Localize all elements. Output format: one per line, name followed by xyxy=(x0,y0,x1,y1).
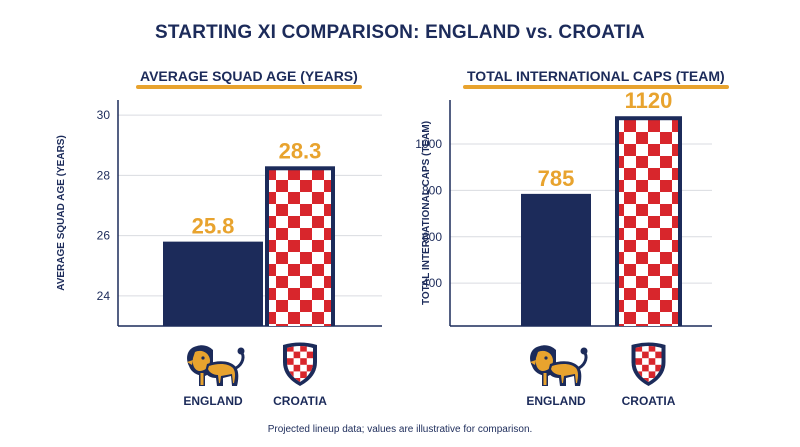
lion-face xyxy=(192,350,210,371)
shield-cell xyxy=(300,346,307,352)
shield-cell xyxy=(293,351,301,359)
shield-cell xyxy=(655,364,662,372)
y-tick-label: 24 xyxy=(97,289,111,303)
shield-cell xyxy=(287,346,294,352)
bar-england xyxy=(521,193,591,326)
panel-title-age-text: AVERAGE SQUAD AGE (YEARS) xyxy=(140,68,358,84)
shield-cell xyxy=(642,351,649,359)
shield-cell xyxy=(648,371,656,378)
lion-body xyxy=(208,363,235,383)
bar-england xyxy=(163,241,263,326)
panel-title-caps: TOTAL INTERNATIONAL CAPS (TEAM) xyxy=(463,68,729,89)
lion-icon xyxy=(530,345,588,386)
shield-cell xyxy=(648,358,656,365)
y-axis-label: AVERAGE SQUAD AGE (YEARS) xyxy=(56,135,67,291)
shield-cell xyxy=(655,351,662,359)
chart-panel-0: 24 26 28 30 AVERAGE SQUAD AGE (YEARS) 25.8 ENG… xyxy=(56,100,382,408)
y-tick-label: 30 xyxy=(97,108,111,122)
x-category-label: CROATIA xyxy=(273,394,327,408)
y-tick-label: 26 xyxy=(97,229,111,243)
lion-leg-inner xyxy=(543,373,547,385)
panel-title-caps-underline xyxy=(463,85,729,89)
shield-cell xyxy=(306,351,313,359)
panel-title-caps-text: TOTAL INTERNATIONAL CAPS (TEAM) xyxy=(467,68,725,84)
lion-eye xyxy=(201,356,205,360)
bar-croatia xyxy=(269,170,331,326)
shield-cell xyxy=(306,364,313,372)
lion-jaw xyxy=(530,360,536,365)
shield-cell xyxy=(648,346,656,352)
shield-cell xyxy=(635,346,643,352)
bar-croatia xyxy=(619,120,678,326)
y-tick-label: 800 xyxy=(422,183,442,197)
lion-face xyxy=(535,350,553,371)
lion-jaw xyxy=(187,360,193,365)
y-tick-label: 600 xyxy=(422,230,442,244)
shield-cell xyxy=(642,364,649,372)
lion-icon xyxy=(187,345,245,386)
checkered-shield-icon xyxy=(283,342,317,386)
lion-tail xyxy=(578,350,588,370)
panel-title-age-underline xyxy=(136,85,362,89)
lion-tail-tip xyxy=(580,347,588,355)
x-category-label: ENGLAND xyxy=(526,394,586,408)
chart-title: STARTING XI COMPARISON: ENGLAND vs. CROA… xyxy=(155,22,645,43)
shield-cell xyxy=(300,371,307,378)
lion-body xyxy=(551,363,578,383)
lion-tail-tip xyxy=(237,347,245,355)
bar-value-label: 28.3 xyxy=(279,138,322,163)
shield-cell xyxy=(293,364,301,372)
shield-cell xyxy=(287,358,294,365)
checkered-shield-icon xyxy=(631,342,666,386)
shield-cell xyxy=(300,358,307,365)
x-category-label: ENGLAND xyxy=(183,394,243,408)
bar-value-label: 25.8 xyxy=(192,214,235,239)
bar-value-label: 785 xyxy=(538,166,575,191)
y-axis-label: TOTAL INTERNATIONAL CAPS (TEAM) xyxy=(421,121,432,305)
panel-title-age: AVERAGE SQUAD AGE (YEARS) xyxy=(136,68,362,89)
y-tick-label: 28 xyxy=(97,168,111,182)
lion-eye xyxy=(544,356,548,360)
bar-value-label: 1120 xyxy=(625,88,673,113)
x-category-label: CROATIA xyxy=(622,394,676,408)
y-tick-label: 400 xyxy=(422,276,442,290)
shield-cell xyxy=(635,358,643,365)
footnote: Projected lineup data; values are illust… xyxy=(267,424,533,435)
y-tick-label: 1000 xyxy=(415,137,442,151)
lion-leg-inner xyxy=(200,373,204,385)
lion-tail xyxy=(235,350,245,370)
